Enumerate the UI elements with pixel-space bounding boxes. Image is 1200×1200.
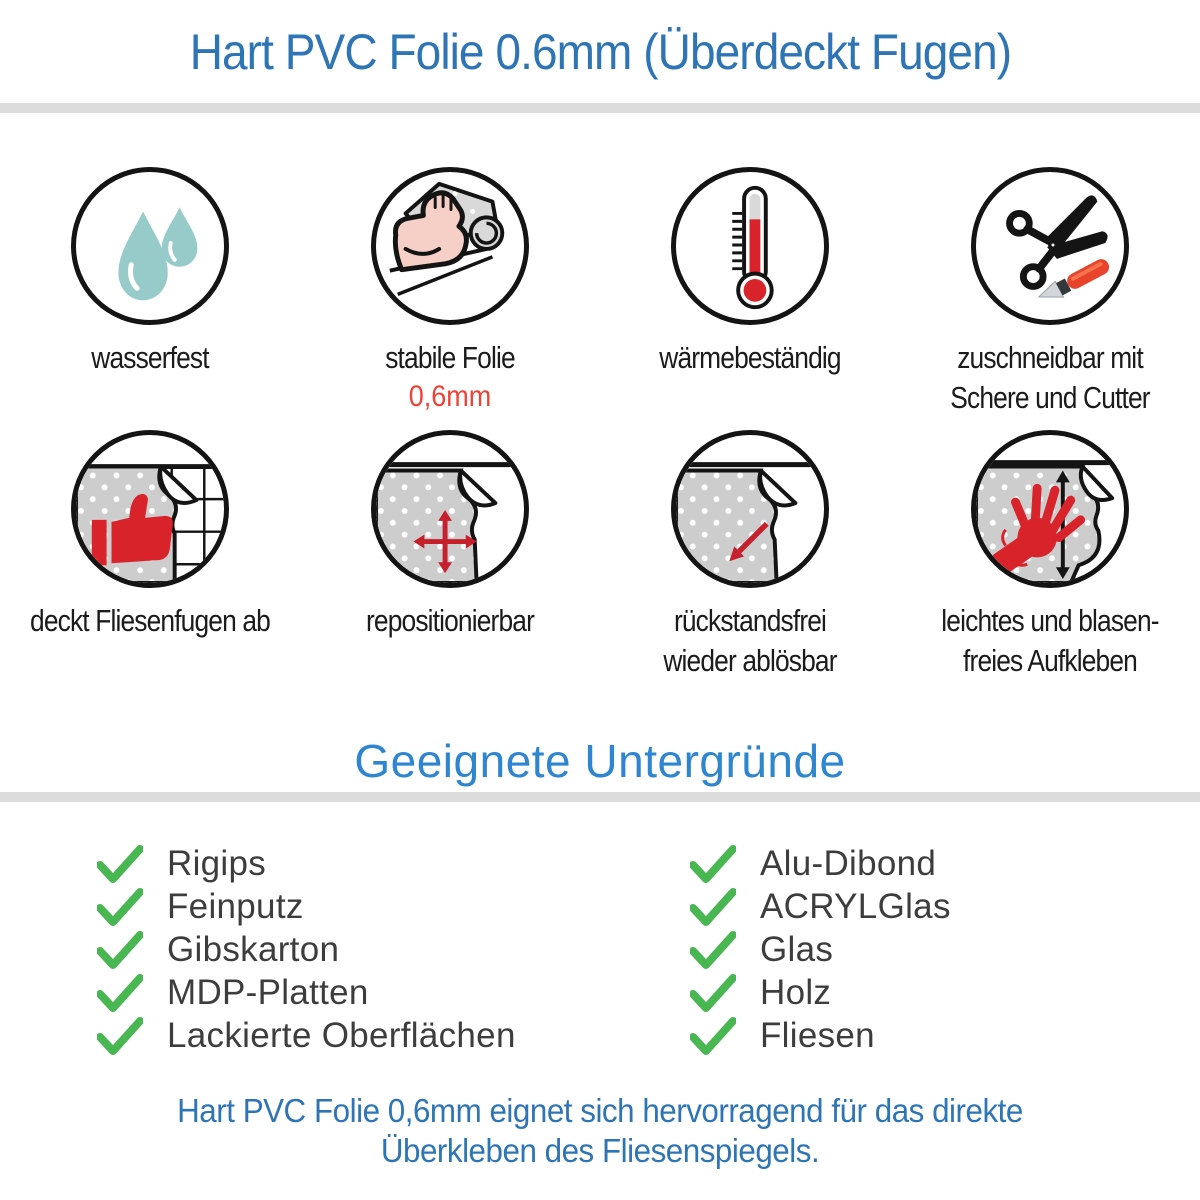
feature-rueckstandsfrei: rückstandsfrei wieder ablösbar — [600, 430, 900, 678]
list-item: Holz — [690, 971, 951, 1014]
page-title: Hart PVC Folie 0.6mm (Überdeckt Fugen) — [189, 23, 1011, 80]
feature-waermebestaendig: wärmebeständig — [600, 167, 900, 413]
list-item: Lackierte Oberflächen — [97, 1014, 690, 1057]
header: Hart PVC Folie 0.6mm (Überdeckt Fugen) — [0, 0, 1200, 103]
feature-label: zuschneidbar mit Schere und Cutter — [950, 340, 1150, 415]
check-icon — [690, 887, 736, 926]
reposition-arrows-icon — [371, 430, 529, 588]
check-icon — [97, 844, 143, 883]
list-item: Glas — [690, 928, 951, 971]
list-item: Alu-Dibond — [690, 842, 951, 885]
list-item: ACRYLGlas — [690, 885, 951, 928]
check-icon — [690, 1016, 736, 1055]
feature-wasserfest: wasserfest — [0, 167, 300, 413]
substrates-column-right: Alu-Dibond ACRYLGlas Glas Holz Fliesen — [690, 842, 951, 1057]
list-item: Rigips — [97, 842, 690, 885]
scissors-cutter-icon — [971, 167, 1129, 325]
substrates-heading: Geeignete Untergründe — [354, 735, 846, 787]
feature-stabile-folie: stabile Folie 0,6mm — [300, 167, 600, 413]
feature-zuschneidbar: zuschneidbar mit Schere und Cutter — [900, 167, 1200, 415]
divider — [0, 792, 1200, 802]
check-icon — [690, 844, 736, 883]
thermometer-icon — [671, 167, 829, 325]
footer-text: Hart PVC Folie 0,6mm eignet sich hervorr… — [177, 1092, 1023, 1170]
feature-label: wärmebeständig — [659, 340, 841, 375]
muscle-foil-icon — [371, 167, 529, 325]
substrate-label: Lackierte Oberflächen — [167, 1015, 516, 1055]
substrate-label: Feinputz — [167, 886, 304, 926]
check-icon — [690, 973, 736, 1012]
feature-label: repositionierbar — [365, 603, 535, 638]
check-icon — [97, 930, 143, 969]
tile-cover-thumbs-up-icon — [71, 430, 229, 588]
list-item: Fliesen — [690, 1014, 951, 1057]
substrate-label: Gibskarton — [167, 929, 340, 969]
feature-grid: wasserfest stabile Folie 0,6mm — [0, 167, 1200, 678]
substrate-label: Glas — [760, 929, 834, 969]
list-item: Feinputz — [97, 885, 690, 928]
feature-label: rückstandsfrei wieder ablösbar — [663, 603, 837, 678]
list-item: MDP-Platten — [97, 971, 690, 1014]
substrate-label: Alu-Dibond — [760, 843, 937, 883]
check-icon — [97, 973, 143, 1012]
water-drops-icon — [71, 167, 229, 325]
feature-label: leichtes und blasen- freies Aufkleben — [941, 603, 1159, 678]
feature-label: wasserfest — [91, 340, 209, 375]
thickness-label: 0,6mm — [408, 379, 492, 413]
substrates-section: Rigips Feinputz Gibskarton MDP-Platten L… — [0, 842, 1200, 1057]
check-icon — [97, 1016, 143, 1055]
substrate-label: ACRYLGlas — [760, 886, 951, 926]
feature-label: deckt Fliesenfugen ab — [30, 603, 271, 638]
substrate-label: Holz — [760, 972, 832, 1012]
peel-off-arrow-icon — [671, 430, 829, 588]
check-icon — [690, 930, 736, 969]
substrate-label: Rigips — [167, 843, 267, 883]
divider — [0, 103, 1200, 113]
feature-leichtes-aufkleben: leichtes und blasen- freies Aufkleben — [900, 430, 1200, 678]
substrate-label: MDP-Platten — [167, 972, 369, 1012]
feature-label: stabile Folie — [385, 340, 515, 375]
feature-deckt-fliesenfugen: deckt Fliesenfugen ab — [0, 430, 300, 676]
check-icon — [97, 887, 143, 926]
substrates-column-left: Rigips Feinputz Gibskarton MDP-Platten L… — [97, 842, 690, 1057]
feature-repositionierbar: repositionierbar — [300, 430, 600, 676]
substrate-label: Fliesen — [760, 1015, 875, 1055]
list-item: Gibskarton — [97, 928, 690, 971]
smoothing-hand-icon — [971, 430, 1129, 588]
